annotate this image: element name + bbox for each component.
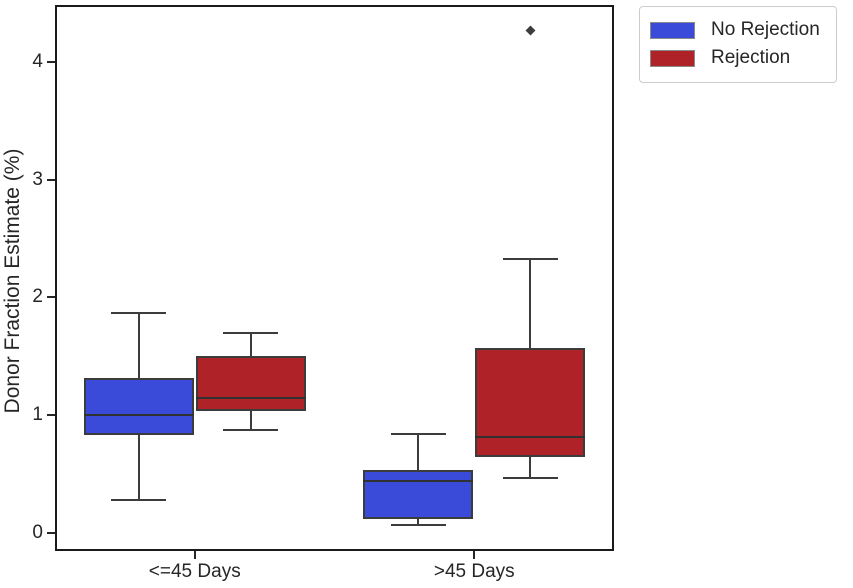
legend-item-no-rejection: No Rejection	[650, 17, 826, 43]
y-tick-label: 4	[32, 50, 43, 72]
box-no-rejection-45-days	[83, 377, 194, 436]
whisker-cap-bottom-no-rejection-45-days	[111, 499, 167, 502]
y-tick-mark	[47, 414, 55, 417]
legend-label-no-rejection: No Rejection	[711, 19, 820, 40]
median-rejection-45-days	[195, 396, 306, 399]
y-tick-label: 0	[32, 522, 43, 544]
plot-area	[55, 5, 614, 551]
x-tick-mark	[473, 551, 476, 559]
median-no-rejection-45-days	[83, 414, 194, 417]
y-tick-mark	[47, 178, 55, 181]
whisker-cap-top-no-rejection-45-days	[111, 311, 167, 314]
y-tick-label: 1	[32, 404, 43, 426]
y-tick-label: 3	[32, 168, 43, 190]
whisker-cap-bottom-rejection-45-days	[502, 476, 558, 479]
y-tick-mark	[47, 296, 55, 299]
whisker-cap-bottom-rejection-45-days	[223, 428, 279, 431]
legend-item-rejection: Rejection	[650, 45, 826, 71]
whisker-cap-top-no-rejection-45-days	[390, 433, 446, 436]
whisker-cap-top-rejection-45-days	[502, 257, 558, 260]
median-rejection-45-days	[475, 435, 586, 438]
x-tick-label-45-days: >45 Days	[433, 561, 515, 582]
box-rejection-45-days	[475, 348, 586, 457]
whisker-cap-bottom-no-rejection-45-days	[390, 524, 446, 527]
median-no-rejection-45-days	[363, 480, 474, 483]
legend-label-rejection: Rejection	[711, 47, 791, 68]
legend-swatch-rejection	[650, 49, 695, 67]
y-tick-mark	[47, 60, 55, 63]
x-tick-mark	[193, 551, 196, 559]
legend-swatch-no-rejection	[650, 21, 695, 39]
y-tick-label: 2	[32, 286, 43, 308]
y-tick-mark	[47, 532, 55, 535]
legend: No Rejection Rejection	[639, 6, 837, 83]
box-rejection-45-days	[195, 356, 306, 411]
whisker-cap-top-rejection-45-days	[223, 331, 279, 334]
box-no-rejection-45-days	[363, 469, 474, 520]
x-tick-label-45-days: <=45 Days	[148, 561, 241, 582]
